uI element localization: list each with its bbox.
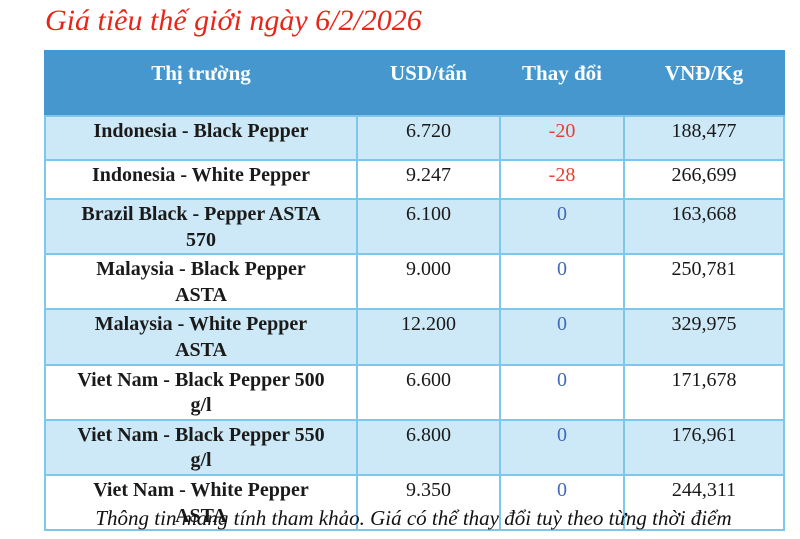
table-row: Viet Nam - Black Pepper 500 g/l 6.600 0 171… <box>44 363 785 421</box>
table-row: Viet Nam - Black Pepper 550 g/l 6.800 0 176… <box>44 418 785 476</box>
disclaimer-text: Thông tin mang tính tham khảo. Giá có th… <box>95 506 732 530</box>
vnd-price-cell: 188,477 <box>623 115 785 161</box>
usd-price-cell: 6.800 <box>356 418 501 476</box>
market-name: Viet Nam - Black Pepper 500 g/l <box>77 368 325 417</box>
table-row: Indonesia - White Pepper 9.247 -28 266,699 <box>44 159 785 200</box>
market-name: Malaysia - Black Pepper ASTA <box>96 258 306 306</box>
market-cell: Brazil Black - Pepper ASTA 570 <box>44 197 358 256</box>
vnd-price-cell: 163,668 <box>623 197 785 256</box>
change-cell: 0 <box>499 197 625 256</box>
usd-price-cell: 9.247 <box>356 159 501 200</box>
usd-price-cell: 6.100 <box>356 197 501 256</box>
market-name: Viet Nam - Black Pepper 550 g/l <box>77 423 325 472</box>
table-body: Indonesia - Black Pepper 6.720 -20 188,477 I… <box>44 115 785 532</box>
market-cell: Malaysia - White Pepper ASTA <box>44 308 358 366</box>
table-row: Malaysia - White Pepper ASTA 12.200 0 329,9… <box>44 308 785 366</box>
vnd-price-cell: 171,678 <box>623 363 785 421</box>
change-cell: 0 <box>499 418 625 476</box>
usd-price-cell: 12.200 <box>356 308 501 366</box>
market-cell: Viet Nam - Black Pepper 500 g/l <box>44 363 358 421</box>
usd-price-cell: 6.720 <box>356 115 501 161</box>
table-header-row: Thị trường USD/tấn Thay đổi VNĐ/Kg <box>44 50 785 117</box>
table-row: Malaysia - Black Pepper ASTA 9.000 0 250,78… <box>44 253 785 311</box>
change-cell: -20 <box>499 115 625 161</box>
market-name: Brazil Black - Pepper ASTA 570 <box>81 203 321 251</box>
table-row: Indonesia - Black Pepper 6.720 -20 188,477 <box>44 115 785 161</box>
change-cell: 0 <box>499 473 625 532</box>
vnd-price-cell: 244,311 <box>623 473 785 532</box>
change-cell: 0 <box>499 308 625 366</box>
change-cell: 0 <box>499 253 625 311</box>
usd-price-cell: 9.000 <box>356 253 501 311</box>
column-header-vnd: VNĐ/Kg <box>623 50 785 117</box>
market-cell: Viet Nam - Black Pepper 550 g/l <box>44 418 358 476</box>
market-cell: Viet Nam - White Pepper ASTA <box>44 473 358 532</box>
column-header-market: Thị trường <box>44 50 358 117</box>
usd-price-cell: 9.350 <box>356 473 501 532</box>
vnd-price-cell: 250,781 <box>623 253 785 311</box>
market-name: Viet Nam - White Pepper ASTA <box>93 478 309 527</box>
column-header-change: Thay đổi <box>499 50 625 117</box>
market-cell: Malaysia - Black Pepper ASTA <box>44 253 358 311</box>
market-cell: Indonesia - Black Pepper <box>44 115 358 161</box>
market-name: Malaysia - White Pepper ASTA <box>94 313 308 361</box>
change-cell: 0 <box>499 363 625 421</box>
vnd-price-cell: 266,699 <box>623 159 785 200</box>
page-title: Giá tiêu thế giới ngày 6/2/2026 <box>45 4 422 37</box>
market-name: Indonesia - Black Pepper <box>93 120 309 142</box>
change-cell: -28 <box>499 159 625 200</box>
vnd-price-cell: 176,961 <box>623 418 785 476</box>
table-row: Brazil Black - Pepper ASTA 570 6.100 0 163,… <box>44 197 785 256</box>
vnd-price-cell: 329,975 <box>623 308 785 366</box>
price-table: Thị trường USD/tấn Thay đổi VNĐ/Kg Indon… <box>44 50 785 532</box>
market-cell: Indonesia - White Pepper <box>44 159 358 200</box>
column-header-usd: USD/tấn <box>356 50 501 117</box>
table-row: Viet Nam - White Pepper ASTA 9.350 0 244,31… <box>44 473 785 532</box>
market-name: Indonesia - White Pepper <box>92 164 310 186</box>
usd-price-cell: 6.600 <box>356 363 501 421</box>
